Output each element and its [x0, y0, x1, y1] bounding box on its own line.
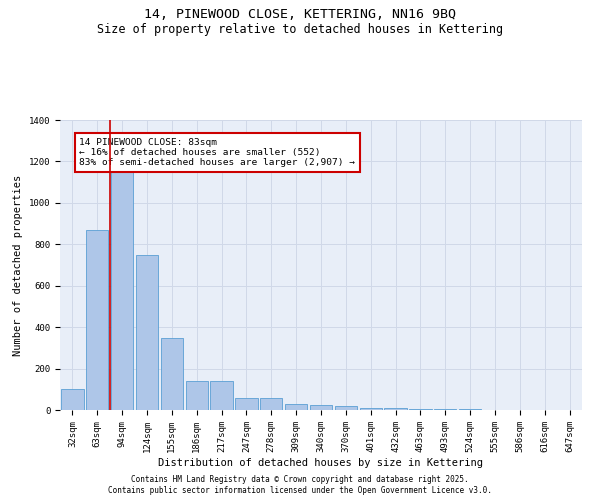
- Bar: [235, 398, 257, 410]
- Bar: [385, 408, 407, 410]
- Bar: [185, 381, 208, 410]
- Bar: [86, 230, 109, 410]
- Text: 14, PINEWOOD CLOSE, KETTERING, NN16 9BQ: 14, PINEWOOD CLOSE, KETTERING, NN16 9BQ: [144, 8, 456, 20]
- Bar: [211, 381, 233, 410]
- Text: Contains public sector information licensed under the Open Government Licence v3: Contains public sector information licen…: [108, 486, 492, 495]
- Bar: [434, 409, 457, 410]
- Bar: [161, 338, 183, 410]
- Y-axis label: Number of detached properties: Number of detached properties: [13, 174, 23, 356]
- Bar: [136, 254, 158, 410]
- Bar: [310, 405, 332, 410]
- Bar: [285, 404, 307, 410]
- Bar: [61, 390, 83, 410]
- Bar: [409, 409, 431, 410]
- X-axis label: Distribution of detached houses by size in Kettering: Distribution of detached houses by size …: [158, 458, 484, 468]
- Text: 14 PINEWOOD CLOSE: 83sqm
← 16% of detached houses are smaller (552)
83% of semi-: 14 PINEWOOD CLOSE: 83sqm ← 16% of detach…: [79, 138, 355, 168]
- Bar: [359, 408, 382, 410]
- Bar: [260, 398, 283, 410]
- Text: Size of property relative to detached houses in Kettering: Size of property relative to detached ho…: [97, 22, 503, 36]
- Text: Contains HM Land Registry data © Crown copyright and database right 2025.: Contains HM Land Registry data © Crown c…: [131, 475, 469, 484]
- Bar: [111, 155, 133, 410]
- Bar: [335, 406, 357, 410]
